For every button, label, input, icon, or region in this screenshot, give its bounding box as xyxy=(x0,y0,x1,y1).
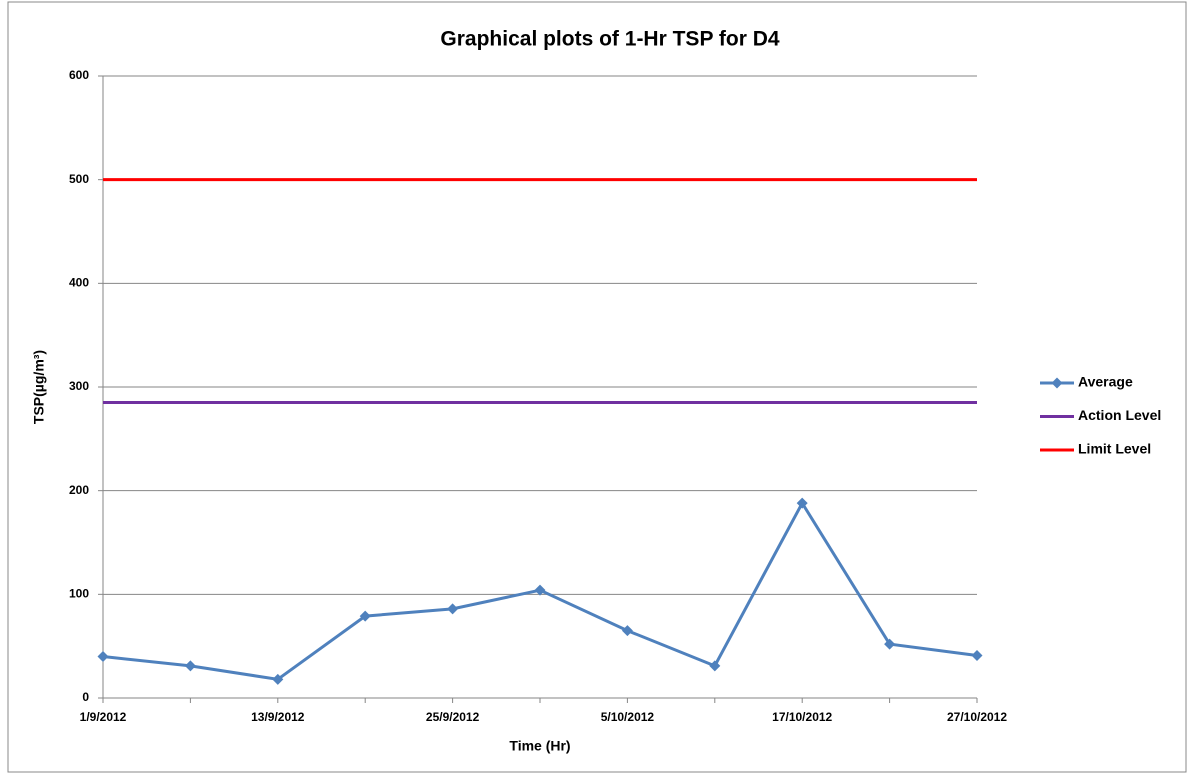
y-tick-label: 0 xyxy=(82,690,89,704)
data-point xyxy=(709,660,721,672)
y-tick-label: 500 xyxy=(69,172,89,186)
data-point xyxy=(796,497,808,509)
x-tick-label: 27/10/2012 xyxy=(947,710,1007,724)
legend-label: Average xyxy=(1078,374,1133,390)
y-tick-label: 100 xyxy=(69,587,89,601)
data-point xyxy=(971,649,983,661)
x-tick-label: 5/10/2012 xyxy=(601,710,655,724)
data-point xyxy=(534,584,546,596)
data-point xyxy=(447,603,459,615)
data-point xyxy=(97,651,109,663)
x-tick-label: 17/10/2012 xyxy=(772,710,832,724)
data-point xyxy=(272,673,284,685)
data-point xyxy=(884,638,896,650)
x-tick-label: 1/9/2012 xyxy=(80,710,127,724)
legend-label: Action Level xyxy=(1078,407,1161,423)
data-point xyxy=(184,660,196,672)
y-tick-label: 300 xyxy=(69,379,89,393)
x-axis-label: Time (Hr) xyxy=(509,738,570,754)
y-tick-label: 400 xyxy=(69,276,89,290)
legend-marker xyxy=(1051,377,1063,389)
data-point xyxy=(359,610,371,622)
legend-label: Limit Level xyxy=(1078,441,1151,457)
y-axis-label: TSP(µg/m³) xyxy=(31,350,47,424)
y-tick-label: 600 xyxy=(69,68,89,82)
chart-title: Graphical plots of 1-Hr TSP for D4 xyxy=(440,28,779,51)
x-tick-label: 13/9/2012 xyxy=(251,710,305,724)
data-point xyxy=(621,625,633,637)
x-tick-label: 25/9/2012 xyxy=(426,710,480,724)
y-tick-label: 200 xyxy=(69,483,89,497)
